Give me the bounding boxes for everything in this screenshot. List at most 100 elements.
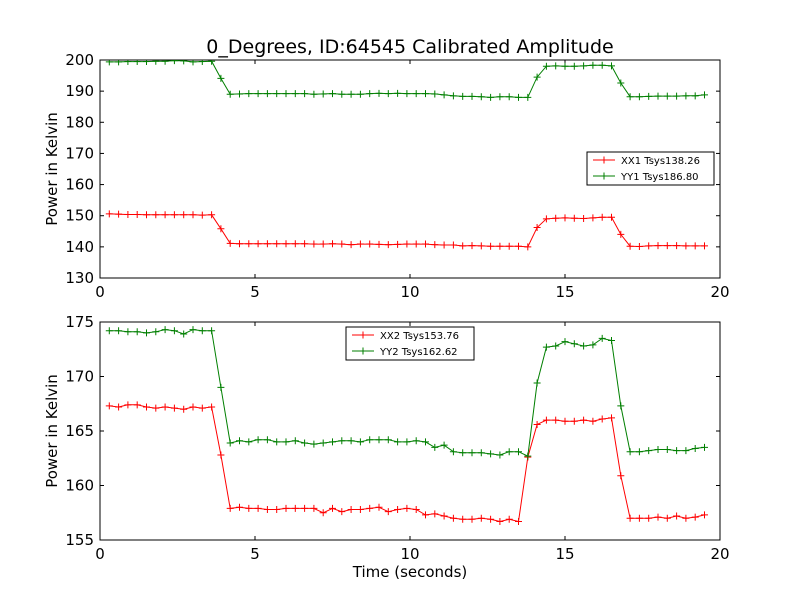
data-point xyxy=(338,90,346,98)
data-point xyxy=(505,515,513,523)
data-point xyxy=(291,437,299,445)
data-point xyxy=(254,90,262,98)
data-point xyxy=(701,91,708,99)
data-point xyxy=(552,416,560,424)
data-point xyxy=(198,60,206,66)
legend-box xyxy=(586,151,715,186)
y-tick-label: 150 xyxy=(65,207,94,225)
y-tick-label: 165 xyxy=(65,422,94,440)
data-point xyxy=(301,439,309,447)
data-point xyxy=(356,90,364,98)
data-point xyxy=(608,414,615,422)
data-point xyxy=(366,504,374,512)
data-point xyxy=(663,92,671,100)
data-point xyxy=(170,60,178,65)
data-point xyxy=(375,89,383,97)
data-point xyxy=(375,240,383,248)
data-point xyxy=(422,90,429,98)
data-point xyxy=(682,514,690,522)
data-point xyxy=(580,62,588,70)
y-axis-label: Power in Kelvin xyxy=(43,112,61,226)
data-point xyxy=(654,513,662,521)
data-point xyxy=(310,90,318,98)
data-point xyxy=(133,210,141,218)
x-tick-label: 20 xyxy=(710,545,729,563)
data-point xyxy=(161,211,169,219)
legend-box xyxy=(345,326,475,361)
legend-label: YY1 Tsys186.80 xyxy=(620,172,699,183)
data-point xyxy=(524,243,532,251)
data-point xyxy=(366,436,374,444)
data-point xyxy=(533,73,541,81)
x-tick-label: 0 xyxy=(95,545,105,563)
data-point xyxy=(329,240,336,248)
data-point xyxy=(301,240,309,248)
data-point xyxy=(403,240,411,248)
data-point xyxy=(115,327,123,335)
data-point xyxy=(152,404,160,412)
data-point xyxy=(356,240,364,248)
data-point xyxy=(496,451,504,459)
data-point xyxy=(263,436,271,444)
x-tick-label: 20 xyxy=(710,283,729,301)
data-point xyxy=(161,403,169,411)
data-point xyxy=(635,243,643,251)
x-tick-label: 10 xyxy=(400,545,419,563)
data-point xyxy=(598,415,606,423)
legend-label: YY2 Tsys162.62 xyxy=(379,347,458,358)
data-point xyxy=(143,329,150,337)
data-point xyxy=(143,60,150,66)
data-point xyxy=(198,404,206,412)
data-point xyxy=(310,504,318,512)
data-point xyxy=(431,443,439,451)
data-point xyxy=(673,92,681,100)
data-point xyxy=(115,210,123,218)
data-point xyxy=(217,225,225,233)
data-point xyxy=(226,439,234,447)
data-point xyxy=(236,90,243,98)
data-point xyxy=(282,90,290,98)
data-point xyxy=(347,90,355,98)
data-point xyxy=(487,515,495,523)
data-point xyxy=(105,402,113,410)
x-tick-label: 0 xyxy=(95,283,105,301)
data-point xyxy=(282,240,290,248)
data-point xyxy=(617,230,625,238)
data-point xyxy=(189,403,197,411)
data-point xyxy=(552,62,560,70)
data-point xyxy=(319,240,327,248)
data-point xyxy=(161,60,169,65)
data-point xyxy=(105,60,113,66)
data-point xyxy=(208,211,216,219)
data-point xyxy=(236,503,243,511)
data-point xyxy=(217,451,225,459)
data-point xyxy=(645,514,653,522)
data-point xyxy=(366,90,374,98)
data-point xyxy=(682,242,690,250)
data-point xyxy=(626,93,634,101)
data-point xyxy=(115,60,123,66)
data-point xyxy=(635,448,643,456)
data-point xyxy=(617,472,625,480)
data-point xyxy=(570,214,578,222)
data-point xyxy=(301,90,309,98)
y-tick-label: 170 xyxy=(65,144,94,162)
data-point xyxy=(412,90,420,98)
data-point xyxy=(701,511,708,519)
data-point xyxy=(356,438,364,446)
data-point xyxy=(673,242,681,250)
data-point xyxy=(143,403,150,411)
data-point xyxy=(338,437,346,445)
y-tick-label: 130 xyxy=(65,269,94,287)
data-point xyxy=(180,60,188,65)
data-point xyxy=(477,514,485,522)
x-axis-label: Time (seconds) xyxy=(352,563,468,581)
legend-marker xyxy=(600,156,608,164)
data-point xyxy=(245,240,253,248)
data-point xyxy=(143,211,150,219)
data-point xyxy=(701,242,708,250)
data-point xyxy=(431,241,439,249)
data-point xyxy=(208,60,216,65)
data-point xyxy=(273,90,281,98)
data-point xyxy=(338,508,346,516)
